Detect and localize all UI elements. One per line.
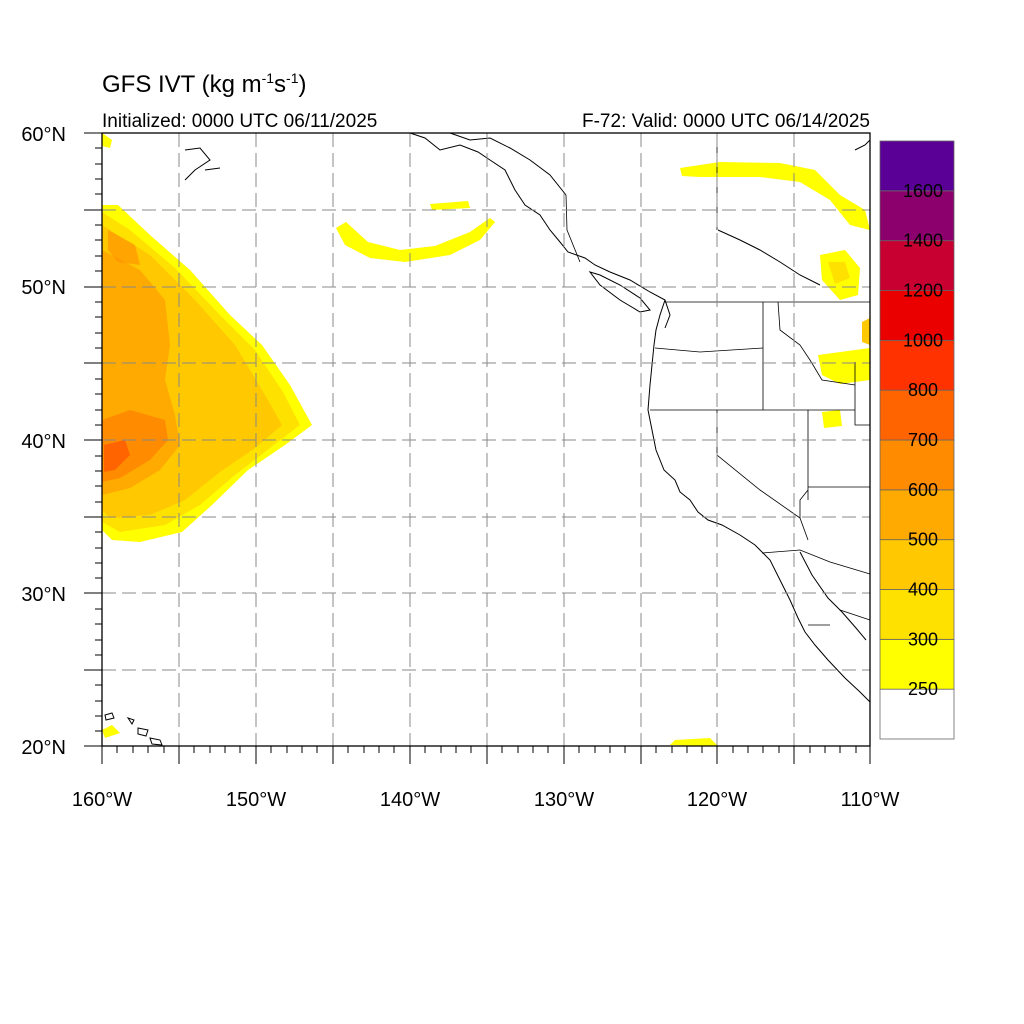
lon-label: 150°W <box>226 789 286 811</box>
ivt-arc-small <box>430 201 470 210</box>
lat-label: 50°N <box>21 277 66 299</box>
ivt-patch-south <box>670 738 718 746</box>
lat-labels: 20°N 30°N 40°N 50°N 60°N <box>21 124 66 759</box>
border-mx-states <box>808 609 871 626</box>
colorbar-box <box>879 140 955 192</box>
colorbar-box <box>879 290 955 341</box>
coastline-baja-gulf <box>799 551 867 641</box>
valid-time-label: F-72: Valid: 0000 UTC 06/14/2025 <box>582 111 870 132</box>
political-borders <box>565 133 871 626</box>
vancouver-island <box>588 271 651 313</box>
ivt-north-band <box>680 162 870 230</box>
border-co-river <box>799 489 809 541</box>
title-close-paren: ) <box>298 71 307 98</box>
colorbar-label: 400 <box>908 580 938 600</box>
colorbar-label: 600 <box>908 480 938 500</box>
lon-label: 120°W <box>687 789 747 811</box>
lon-labels: 160°W 150°W 140°W 130°W 120°W 110°W <box>72 789 900 811</box>
border-wy <box>854 362 870 426</box>
coastline-hudson <box>854 139 871 151</box>
ivt-patch-e <box>818 348 870 384</box>
border-wa-or <box>654 347 764 353</box>
colorbar-label: 1600 <box>903 181 943 201</box>
colorbar-box <box>879 539 955 590</box>
border-us-mexico <box>761 549 871 575</box>
lon-label: 110°W <box>841 789 900 811</box>
colorbar-label: 1200 <box>903 281 943 301</box>
colorbar: 250 300 400 500 600 700 800 1000 1200 1400 1600 <box>879 140 955 740</box>
colorbar-label: 700 <box>908 430 938 450</box>
gridlines <box>102 133 870 746</box>
ivt-band-600-north <box>108 230 140 265</box>
colorbar-box <box>879 439 955 491</box>
ivt-patch-ne-core <box>828 262 850 284</box>
ivt-band-700 <box>104 440 130 472</box>
colorbar-label: 800 <box>908 380 938 400</box>
colorbar-box <box>879 589 955 640</box>
map-title: GFS IVT (kg m-1s-1) <box>102 70 306 99</box>
ivt-patch-e-edge <box>862 318 870 345</box>
lat-label: 20°N <box>21 737 66 759</box>
title-text-s: s <box>274 71 287 98</box>
colorbar-box <box>879 190 955 242</box>
lat-label: 40°N <box>21 431 66 453</box>
colorbar-label: 1000 <box>903 330 943 350</box>
ivt-patch-e2 <box>822 410 842 428</box>
lon-label: 130°W <box>534 789 594 811</box>
border-canada-prov <box>565 194 581 263</box>
colorbar-label: 250 <box>908 679 938 699</box>
coastline-west-us <box>647 299 871 703</box>
border-id-mt <box>777 301 856 386</box>
colorbar-label: 1400 <box>903 231 943 251</box>
islands-nw <box>184 147 221 181</box>
tick-marks <box>84 132 871 764</box>
title-exponent-2: -1 <box>286 70 299 86</box>
lat-label: 30°N <box>21 584 66 606</box>
lon-label: 160°W <box>72 789 132 811</box>
coastline-alaska-north <box>449 132 567 196</box>
title-text: GFS IVT (kg m <box>102 71 262 98</box>
colorbar-box <box>879 339 955 391</box>
colorbar-box <box>879 688 955 740</box>
lat-label: 60°N <box>21 124 66 146</box>
colorbar-label: 300 <box>908 629 938 649</box>
ivt-patch-hawaii <box>102 725 120 738</box>
coastline-canada-east <box>717 229 821 286</box>
hawaii-islands <box>104 712 163 746</box>
colorbar-box <box>879 389 955 441</box>
colorbar-box <box>879 489 955 541</box>
ivt-shading <box>102 133 870 746</box>
colorbar-box <box>879 240 955 291</box>
coastlines <box>104 132 871 746</box>
colorbar-label: 500 <box>908 530 938 550</box>
title-exponent-1: -1 <box>261 70 275 86</box>
coastline-alaska <box>409 132 671 329</box>
ivt-arc-250 <box>336 218 495 262</box>
init-time-label: Initialized: 0000 UTC 06/11/2025 <box>102 111 378 132</box>
ivt-patch-nw <box>102 133 112 148</box>
lon-label: 140°W <box>380 789 440 811</box>
colorbar-box <box>879 638 955 690</box>
border-ca-nv <box>716 410 801 519</box>
